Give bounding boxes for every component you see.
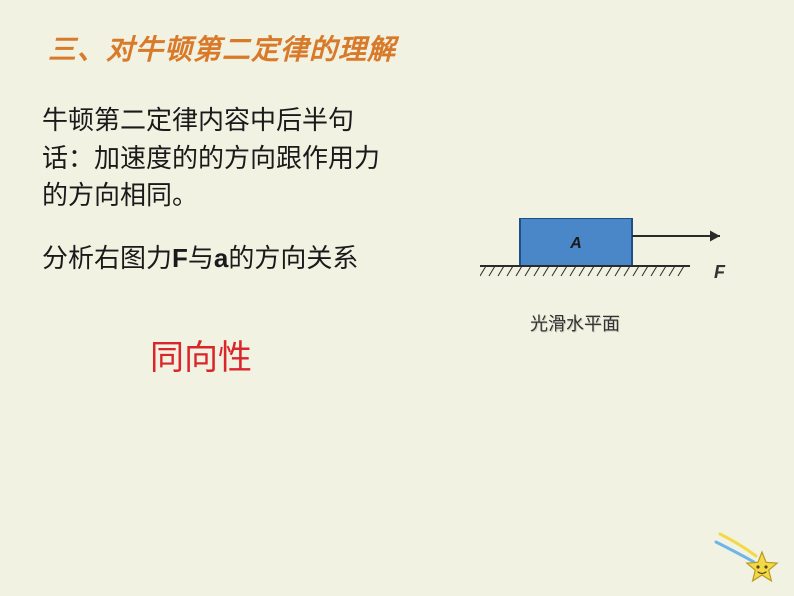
star-decoration: [714, 528, 784, 588]
p2-a: a: [214, 243, 228, 273]
p2-F: F: [172, 243, 188, 273]
keyword: 同向性: [150, 330, 252, 379]
section-heading: 三、对牛顿第二定律的理解: [48, 28, 396, 68]
p2-suffix: 的方向关系: [228, 244, 358, 273]
p2-prefix: 分析右图力: [42, 244, 172, 273]
diagram-caption: 光滑水平面: [530, 310, 620, 336]
star-svg: [714, 528, 784, 588]
slide: 三、对牛顿第二定律的理解 牛顿第二定律内容中后半句话：加速度的的方向跟作用力的方…: [0, 0, 794, 596]
force-label-F: F: [714, 262, 725, 283]
paragraph-1: 牛顿第二定律内容中后半句话：加速度的的方向跟作用力的方向相同。: [42, 102, 402, 215]
paragraph-2: 分析右图力F与a的方向关系: [42, 240, 422, 277]
diagram-svg: A: [480, 218, 750, 298]
svg-text:A: A: [569, 235, 582, 252]
p2-mid: 与: [188, 244, 214, 273]
